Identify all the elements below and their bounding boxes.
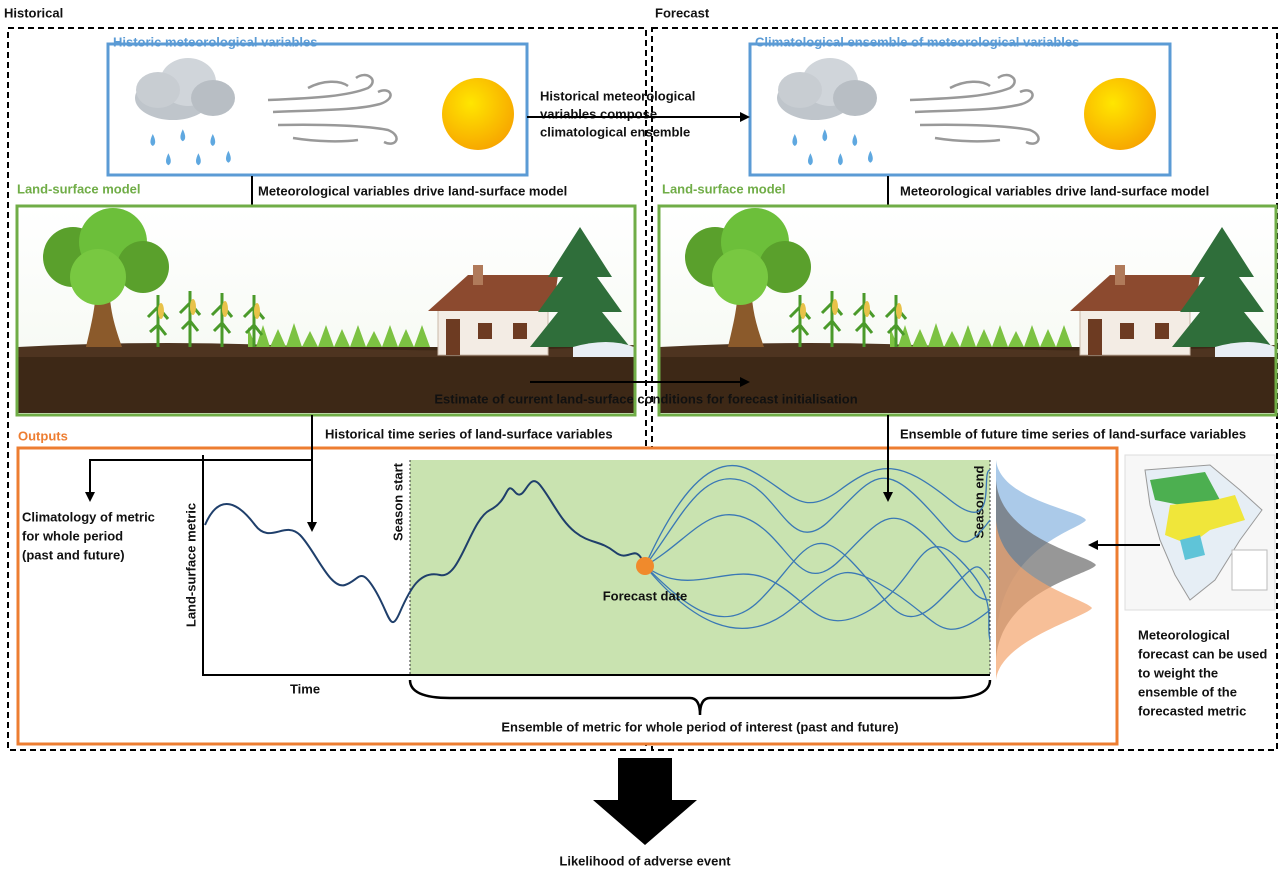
- weight-note: to weight the: [1138, 665, 1218, 680]
- historical-label: Historical: [4, 5, 63, 20]
- historical-series-note: Historical time series of land-surface v…: [325, 426, 613, 441]
- brace: [408, 679, 992, 716]
- season-shading: [410, 460, 990, 675]
- climatology-note: (past and future): [22, 547, 125, 562]
- forecast-date-label: Forecast date: [603, 588, 688, 603]
- distribution: [996, 480, 1096, 660]
- season-start-label: Season start: [390, 462, 405, 541]
- x-axis-label: Time: [290, 681, 320, 696]
- weight-note: forecast can be used: [1138, 646, 1267, 661]
- outputs-title: Outputs: [18, 428, 68, 443]
- forecast-label: Forecast: [655, 5, 710, 20]
- land-title: Land-surface model: [662, 181, 786, 196]
- historical-curve: [204, 480, 646, 624]
- forecast-point: [636, 557, 654, 575]
- big-arrow: [593, 758, 697, 845]
- historic-meteo-title: Historic meteorological variables: [113, 34, 317, 49]
- land-title: Land-surface model: [17, 181, 141, 196]
- landscape: [660, 207, 1276, 413]
- ensemble-lines: [644, 464, 991, 641]
- distribution: [996, 460, 1086, 640]
- drive-note: Meteorological variables drive land-surf…: [900, 183, 1209, 198]
- season-end-label: Season end: [971, 465, 986, 538]
- weight-note: forecasted metric: [1138, 703, 1246, 718]
- result-label: Likelihood of adverse event: [559, 853, 731, 868]
- climatology-note: Climatology of metric: [22, 509, 155, 524]
- ensemble-series-note: Ensemble of future time series of land-s…: [900, 426, 1246, 441]
- drive-note: Meteorological variables drive land-surf…: [258, 183, 567, 198]
- compose-note: variables compose: [540, 106, 657, 121]
- arrow: [85, 459, 312, 502]
- weight-note: Meteorological: [1138, 627, 1230, 642]
- land-box: [657, 204, 1278, 417]
- initialisation-note: Estimate of current land-surface conditi…: [434, 391, 857, 406]
- axes: [202, 455, 990, 676]
- y-axis-label: Land-surface metric: [183, 503, 198, 627]
- climatology-note: for whole period: [22, 528, 123, 543]
- forecast-map: [1124, 454, 1276, 611]
- distribution: [996, 520, 1092, 680]
- compose-note: Historical meteorological: [540, 88, 695, 103]
- compose-note: climatological ensemble: [540, 124, 690, 139]
- ensemble-note: Ensemble of metric for whole period of i…: [501, 719, 898, 734]
- climatological-meteo-title: Climatological ensemble of meteorologica…: [755, 34, 1079, 49]
- land-box: [15, 204, 637, 417]
- weight-note: ensemble of the: [1138, 684, 1237, 699]
